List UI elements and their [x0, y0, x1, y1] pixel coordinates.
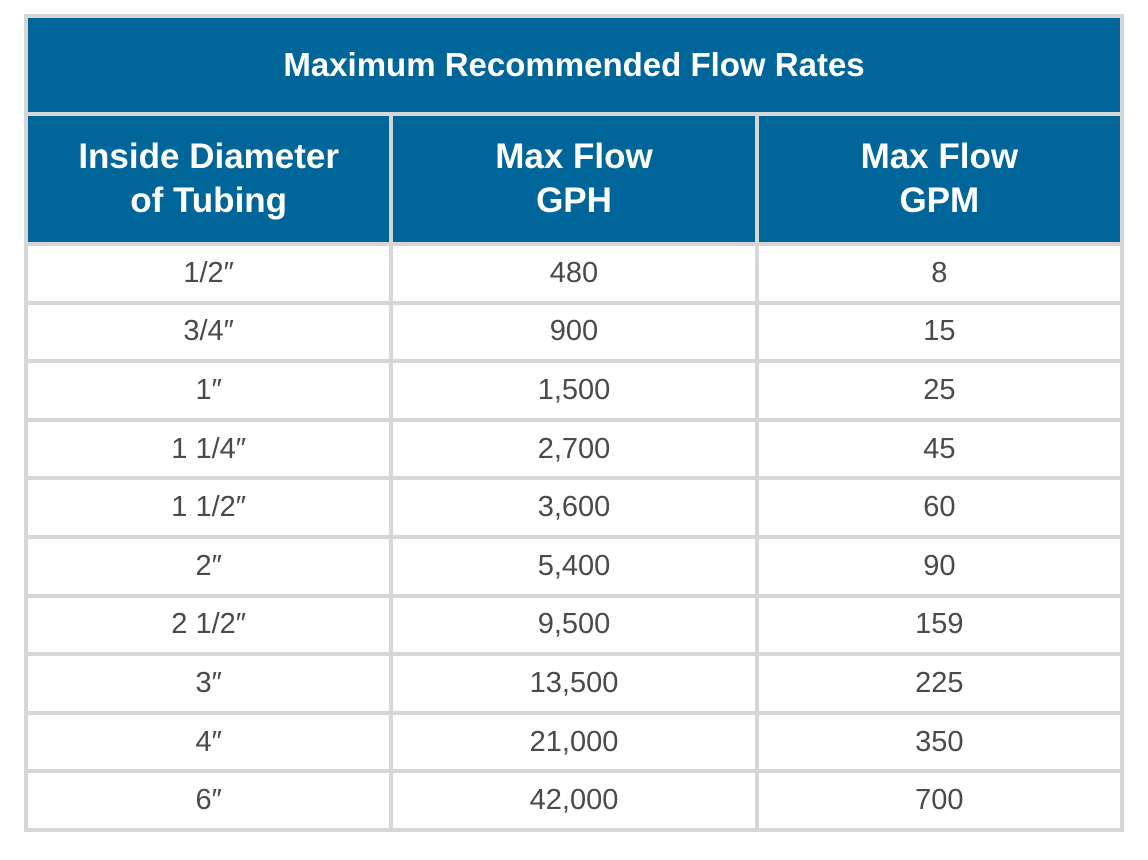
cell-max-flow-gpm: 225 [758, 656, 1120, 711]
table-title: Maximum Recommended Flow Rates [28, 18, 1120, 112]
table-row: 4″ 21,000 350 [28, 714, 1120, 770]
table-row: 1/2″ 480 8 [28, 246, 1120, 301]
column-header-line: Inside Diameter [78, 137, 339, 176]
title-row: Maximum Recommended Flow Rates [28, 18, 1120, 112]
column-header-line: Max Flow [495, 137, 653, 176]
cell-inside-diameter: 3/4″ [28, 304, 390, 360]
header-row: Inside Diameter of Tubing Max Flow GPH M… [28, 116, 1120, 242]
cell-max-flow-gph: 13,500 [393, 656, 755, 711]
table-row: 1″ 1,500 25 [28, 363, 1120, 418]
cell-max-flow-gph: 3,600 [393, 480, 755, 535]
cell-max-flow-gpm: 90 [758, 538, 1120, 594]
cell-max-flow-gpm: 350 [758, 714, 1120, 770]
cell-max-flow-gpm: 700 [758, 773, 1120, 828]
column-header-line: Max Flow [860, 137, 1019, 176]
flow-rate-table-container: Maximum Recommended Flow Rates Inside Di… [24, 14, 1124, 832]
table-row: 3/4″ 900 15 [28, 304, 1120, 360]
cell-max-flow-gpm: 8 [758, 246, 1120, 301]
column-header-inside-diameter: Inside Diameter of Tubing [28, 116, 390, 242]
column-header-max-flow-gph: Max Flow GPH [393, 116, 755, 242]
cell-max-flow-gph: 1,500 [393, 363, 755, 418]
cell-max-flow-gph: 2,700 [393, 421, 755, 477]
table-row: 1 1/4″ 2,700 45 [28, 421, 1120, 477]
cell-max-flow-gph: 21,000 [393, 714, 755, 770]
cell-inside-diameter: 2″ [28, 538, 390, 594]
cell-max-flow-gph: 5,400 [393, 538, 755, 594]
table-row: 6″ 42,000 700 [28, 773, 1120, 828]
column-header-line: GPH [536, 181, 612, 220]
table-row: 1 1/2″ 3,600 60 [28, 480, 1120, 535]
table-row: 2 1/2″ 9,500 159 [28, 597, 1120, 653]
cell-max-flow-gph: 480 [393, 246, 755, 301]
table-row: 3″ 13,500 225 [28, 656, 1120, 711]
cell-inside-diameter: 1/2″ [28, 246, 390, 301]
cell-max-flow-gph: 900 [393, 304, 755, 360]
cell-inside-diameter: 6″ [28, 773, 390, 828]
cell-max-flow-gpm: 60 [758, 480, 1120, 535]
cell-inside-diameter: 2 1/2″ [28, 597, 390, 653]
cell-max-flow-gph: 9,500 [393, 597, 755, 653]
cell-inside-diameter: 4″ [28, 714, 390, 770]
table-row: 2″ 5,400 90 [28, 538, 1120, 594]
cell-inside-diameter: 1 1/4″ [28, 421, 390, 477]
cell-inside-diameter: 1″ [28, 363, 390, 418]
cell-max-flow-gph: 42,000 [393, 773, 755, 828]
flow-rate-table: Maximum Recommended Flow Rates Inside Di… [24, 14, 1124, 832]
cell-max-flow-gpm: 159 [758, 597, 1120, 653]
cell-inside-diameter: 1 1/2″ [28, 480, 390, 535]
cell-max-flow-gpm: 25 [758, 363, 1120, 418]
column-header-line: of Tubing [130, 181, 288, 220]
cell-max-flow-gpm: 15 [758, 304, 1120, 360]
cell-inside-diameter: 3″ [28, 656, 390, 711]
column-header-max-flow-gpm: Max Flow GPM [758, 116, 1120, 242]
cell-max-flow-gpm: 45 [758, 421, 1120, 477]
column-header-line: GPM [899, 181, 980, 220]
